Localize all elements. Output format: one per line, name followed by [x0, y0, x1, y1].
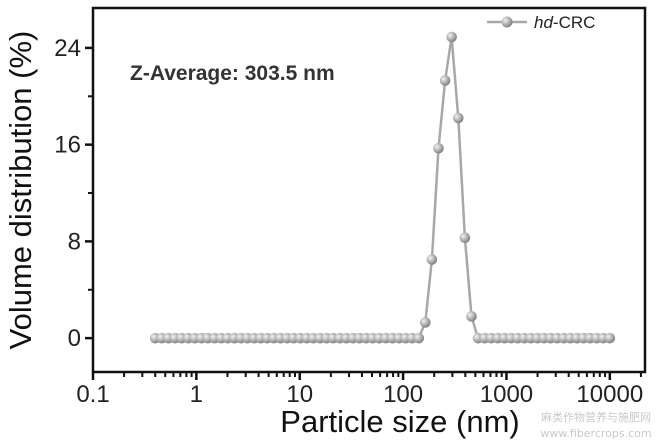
x-tick-label: 100: [383, 381, 423, 408]
x-tick-label: 1: [190, 381, 203, 408]
z-average-annotation: Z-Average: 303.5 nm: [130, 62, 335, 85]
data-point: [459, 232, 471, 244]
data-point: [433, 142, 444, 154]
y-tick-label: 24: [54, 35, 81, 62]
y-tick-label: 8: [68, 228, 81, 255]
y-tick-label: 16: [54, 132, 81, 159]
legend-marker: [501, 16, 513, 28]
x-tick-label: 10: [286, 381, 313, 408]
data-point: [426, 254, 438, 265]
data-point: [452, 112, 464, 124]
data-point: [466, 311, 477, 322]
legend: hd-CRC: [487, 13, 595, 32]
series-hd-crc: [149, 31, 616, 344]
y-tick-label: 0: [68, 325, 81, 352]
x-axis-title: Particle size (nm): [280, 404, 519, 439]
watermark-line2: www.fibercrops.com: [540, 427, 651, 440]
x-tick-label: 1000: [480, 381, 533, 408]
data-point: [439, 75, 451, 86]
data-point: [413, 332, 425, 344]
data-point: [604, 332, 616, 344]
data-point: [446, 31, 457, 43]
plot-frame: [91, 6, 647, 374]
legend-label: hd-CRC: [534, 13, 595, 32]
y-axis-title: Volume distribution (%): [3, 31, 38, 350]
axes: 0.1 1 10 100 1000 10000 0 8 16 24: [54, 35, 643, 408]
watermark-line1: 麻类作物营养与施肥网: [541, 410, 651, 424]
x-tick-label: 0.1: [76, 381, 109, 408]
data-point: [419, 317, 431, 328]
x-tick-label: 10000: [576, 381, 643, 408]
